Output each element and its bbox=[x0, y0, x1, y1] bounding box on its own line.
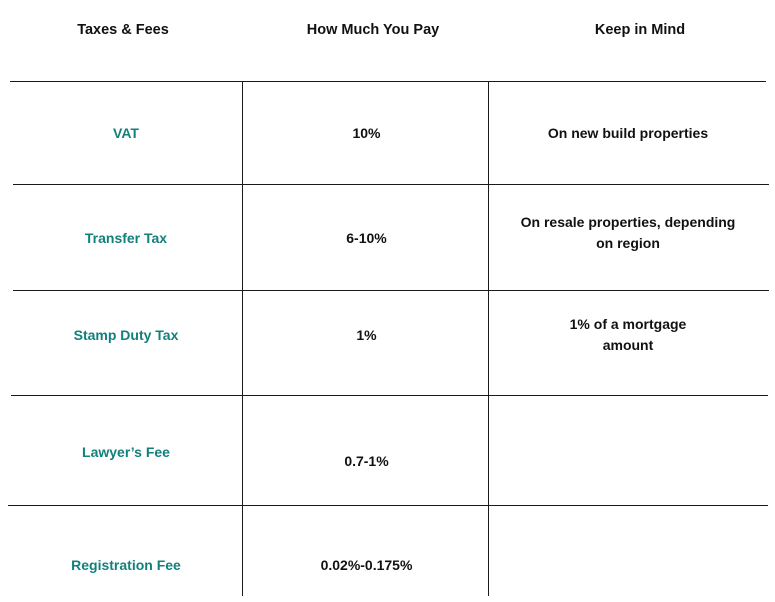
table-row-fee-name: Transfer Tax bbox=[84, 229, 168, 246]
table-row-amount: 10% bbox=[352, 124, 381, 141]
column-header-taxes-fees: Taxes & Fees bbox=[77, 22, 169, 38]
table-row-note bbox=[490, 507, 766, 602]
row-divider bbox=[13, 290, 769, 291]
table-row-amount: 6-10% bbox=[346, 229, 387, 246]
column-divider bbox=[242, 82, 243, 596]
table-top-rule bbox=[10, 81, 766, 82]
row-divider bbox=[11, 395, 768, 396]
column-header-keep-in-mind: Keep in Mind bbox=[594, 22, 686, 38]
table-row-note: On resale properties, depending on regio… bbox=[520, 214, 736, 251]
table-row-amount: 1% bbox=[356, 326, 377, 343]
row-divider bbox=[8, 505, 768, 506]
table-row-note bbox=[490, 397, 766, 507]
row-divider bbox=[13, 184, 769, 185]
column-header-how-much-you-pay: How Much You Pay bbox=[306, 22, 440, 38]
table-row-fee-name: Registration Fee bbox=[71, 557, 181, 573]
table-row-fee-name: Lawyer’s Fee bbox=[82, 444, 170, 460]
table-row-amount: 0.7-1% bbox=[344, 453, 389, 469]
table-row-fee-name: VAT bbox=[113, 124, 139, 141]
table-row-fee-name: Stamp Duty Tax bbox=[73, 326, 179, 343]
table-row-note: 1% of a mortgage amount bbox=[569, 316, 687, 353]
column-divider bbox=[488, 82, 489, 596]
table-row-amount: 0.02%-0.175% bbox=[320, 557, 413, 573]
table-row-note: On new build properties bbox=[547, 124, 709, 141]
